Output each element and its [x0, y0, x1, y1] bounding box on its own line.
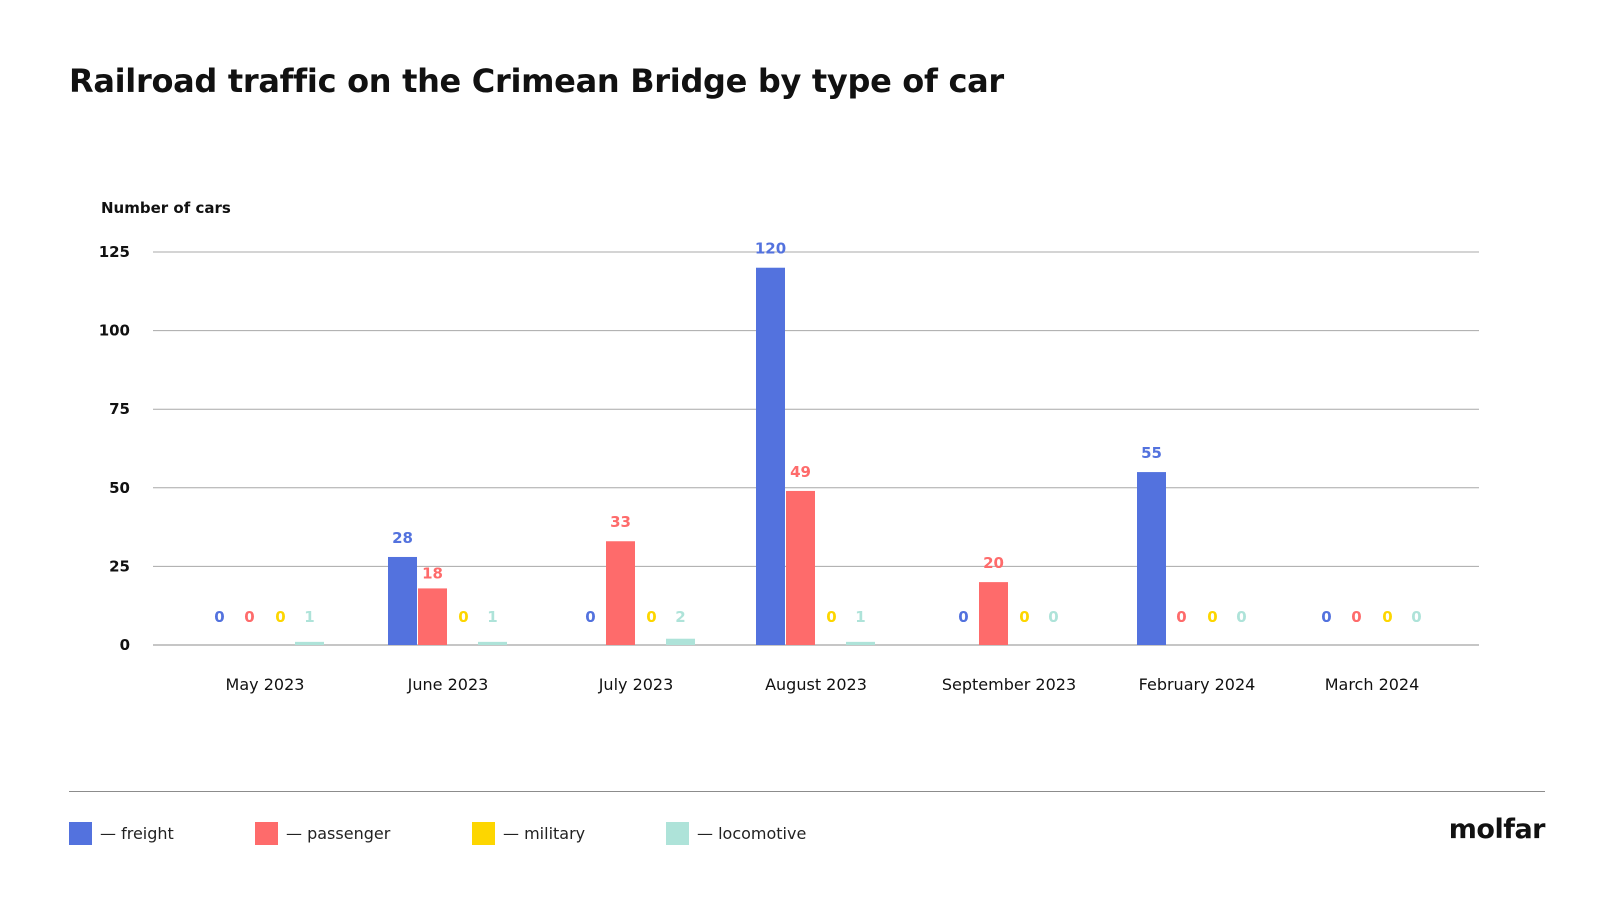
legend-label-freight: — freight	[100, 824, 174, 843]
legend-label-locomotive: — locomotive	[697, 824, 807, 843]
data-label-military-5: 0	[1207, 608, 1217, 626]
y-tick-label-100: 100	[99, 322, 130, 340]
y-tick-label-75: 75	[109, 400, 130, 418]
data-label-passenger-6: 0	[1351, 608, 1361, 626]
bar-passenger-1	[418, 588, 447, 645]
y-axis-label: Number of cars	[101, 199, 231, 217]
bar-locomotive-3	[846, 641, 875, 645]
legend-label-passenger: — passenger	[286, 824, 391, 843]
molfar-logo: molfar	[1448, 814, 1546, 845]
data-label-passenger-1: 18	[422, 564, 443, 582]
x-tick-label-4: September 2023	[942, 675, 1076, 694]
legend-label-military: — military	[503, 824, 586, 843]
x-tick-label-5: February 2024	[1139, 675, 1256, 694]
data-label-freight-0: 0	[214, 608, 224, 626]
bar-passenger-3	[786, 490, 815, 645]
data-label-freight-6: 0	[1321, 608, 1331, 626]
x-tick-label-2: July 2023	[598, 675, 674, 694]
bar-locomotive-1	[478, 641, 507, 645]
footer-divider	[69, 791, 1545, 792]
legend-swatch-passenger	[255, 822, 278, 845]
data-label-military-4: 0	[1019, 608, 1029, 626]
chart-title: Railroad traffic on the Crimean Bridge b…	[69, 62, 1004, 100]
data-label-freight-2: 0	[585, 608, 595, 626]
legend-swatch-freight	[69, 822, 92, 845]
data-label-military-1: 0	[458, 608, 468, 626]
x-tick-label-6: March 2024	[1325, 675, 1420, 694]
data-label-military-2: 0	[646, 608, 656, 626]
data-label-military-6: 0	[1382, 608, 1392, 626]
data-label-military-0: 0	[275, 608, 285, 626]
data-label-passenger-3: 49	[790, 463, 811, 481]
y-tick-label-125: 125	[99, 243, 130, 261]
legend-swatch-military	[472, 822, 495, 845]
data-label-locomotive-3: 1	[855, 608, 865, 626]
data-label-freight-4: 0	[958, 608, 968, 626]
data-label-locomotive-1: 1	[487, 608, 497, 626]
x-tick-label-3: August 2023	[765, 675, 867, 694]
bar-locomotive-0	[295, 641, 324, 645]
data-label-passenger-5: 0	[1176, 608, 1186, 626]
data-label-freight-1: 28	[392, 529, 413, 547]
data-label-locomotive-2: 2	[675, 608, 685, 626]
x-tick-label-1: June 2023	[407, 675, 489, 694]
data-label-passenger-2: 33	[610, 513, 631, 531]
bar-freight-3	[756, 267, 785, 645]
data-label-passenger-4: 20	[983, 554, 1004, 572]
legend-swatch-locomotive	[666, 822, 689, 845]
y-tick-label-25: 25	[109, 557, 130, 575]
bar-passenger-4	[979, 582, 1008, 645]
bar-locomotive-2	[666, 638, 695, 645]
bar-passenger-2	[606, 541, 635, 645]
data-label-passenger-0: 0	[244, 608, 254, 626]
bar-freight-1	[388, 556, 417, 645]
y-tick-label-0: 0	[120, 636, 130, 654]
data-label-locomotive-6: 0	[1411, 608, 1421, 626]
data-label-locomotive-5: 0	[1236, 608, 1246, 626]
data-label-locomotive-0: 1	[304, 608, 314, 626]
data-label-freight-5: 55	[1141, 444, 1162, 462]
y-tick-label-50: 50	[109, 479, 130, 497]
data-label-military-3: 0	[826, 608, 836, 626]
bar-freight-5	[1137, 472, 1166, 645]
data-label-locomotive-4: 0	[1048, 608, 1058, 626]
data-label-freight-3: 120	[755, 240, 786, 258]
x-tick-label-0: May 2023	[226, 675, 305, 694]
